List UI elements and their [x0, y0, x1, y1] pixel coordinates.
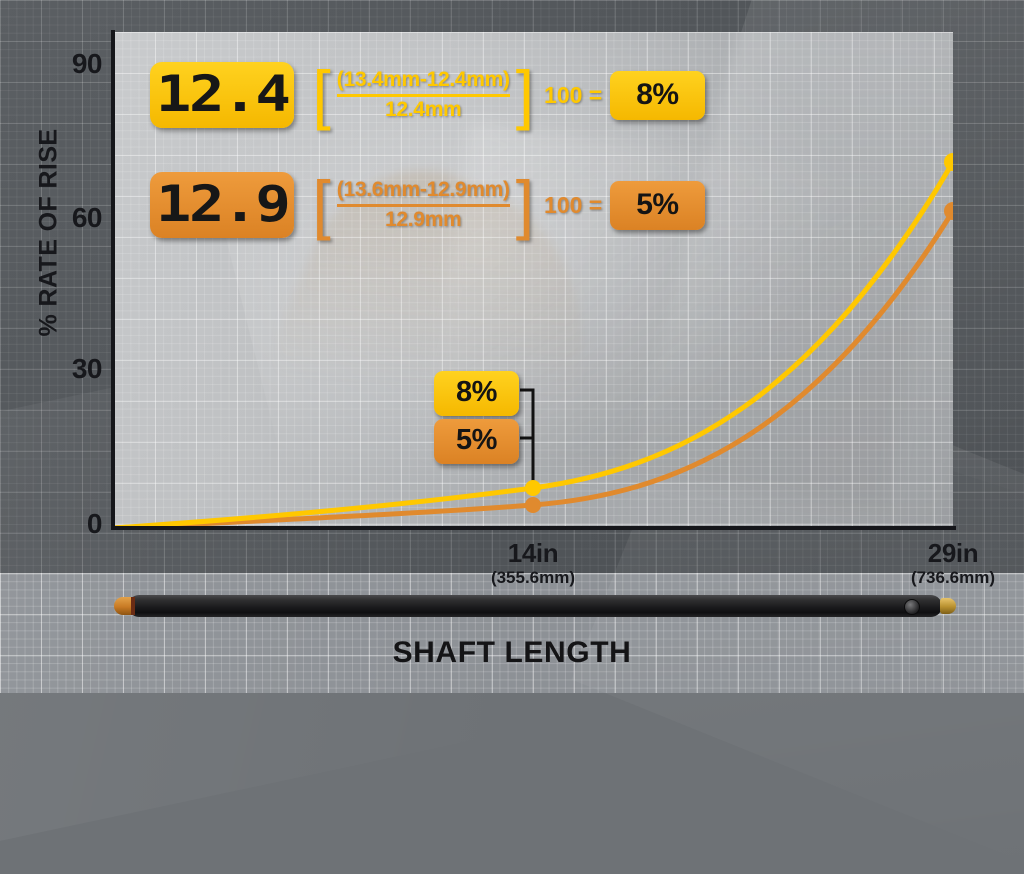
- callout-leader-lines: [520, 388, 535, 488]
- fraction-bar-12-4: [336, 94, 510, 97]
- y-tick-60: 60: [71, 202, 103, 233]
- curve-12-4: [114, 159, 953, 528]
- marker-12-9-14in: [525, 497, 541, 513]
- marker-12-9-29in: [944, 202, 953, 220]
- value-badge-12-9-digits: 12.9: [155, 175, 291, 233]
- result-badge-12-4: 8%: [610, 70, 705, 120]
- x-tick-14in: 14in (355.6mm): [433, 538, 633, 588]
- callout-8-percent: 8%: [434, 371, 519, 416]
- formula-row-12-9: 12.9 [ (13.6mm-12.9mm) 12.9mm ] 100 = 5%: [150, 167, 705, 242]
- chart-curves: [114, 153, 953, 528]
- bracket-close-12-4: ]: [515, 57, 535, 132]
- fraction-denominator-12-9: 12.9mm: [385, 208, 462, 231]
- x-axis-line: [111, 526, 956, 530]
- value-badge-12-4-digits: 12.4: [155, 65, 291, 123]
- y-tick-30: 30: [71, 353, 103, 384]
- shaft-body: [128, 595, 942, 617]
- y-tick-0: 0: [86, 508, 103, 539]
- shaft-logo-badge: [904, 599, 920, 615]
- fraction-numerator-12-9: (13.6mm-12.9mm): [336, 178, 510, 201]
- fraction-12-4: (13.4mm-12.4mm) 12.4mm: [336, 68, 510, 122]
- y-axis-line: [111, 30, 115, 530]
- bracket-open-12-4: [: [312, 57, 331, 132]
- callout-5-percent: 5%: [434, 419, 519, 464]
- background-light-band: [0, 573, 1024, 693]
- marker-12-4-14in: [525, 480, 541, 496]
- fraction-denominator-12-4: 12.4mm: [385, 98, 462, 121]
- shaft-ferrule-tip: [114, 597, 134, 615]
- marker-12-4-29in: [944, 153, 953, 171]
- curve-12-9: [114, 208, 953, 528]
- shaft-end-cap: [940, 598, 956, 614]
- x-tick-14in-metric: (355.6mm): [490, 568, 576, 587]
- fraction-bar-12-9: [336, 204, 510, 207]
- x-tick-14in-label: 14in: [507, 538, 559, 568]
- multiplier-12-9: 100 =: [544, 191, 603, 218]
- value-badge-12-9: 12.9: [150, 172, 295, 238]
- x-tick-29in-label: 29in: [927, 538, 979, 568]
- fraction-12-9: (13.6mm-12.9mm) 12.9mm: [336, 178, 510, 232]
- bracket-close-12-9: ]: [515, 167, 535, 242]
- result-badge-12-9: 5%: [610, 180, 705, 230]
- value-badge-12-4: 12.4: [150, 62, 295, 128]
- x-tick-29in: 29in (736.6mm): [853, 538, 1024, 588]
- y-tick-90: 90: [71, 48, 103, 79]
- multiplier-12-4: 100 =: [544, 81, 603, 108]
- shaft-illustration: [114, 595, 956, 617]
- chart-footer-title: SHAFT LENGTH: [392, 636, 632, 669]
- x-tick-29in-metric: (736.6mm): [910, 568, 996, 587]
- y-axis-title: % RATE OF RISE: [34, 128, 63, 337]
- formula-row-12-4: 12.4 [ (13.4mm-12.4mm) 12.4mm ] 100 = 8%: [150, 57, 705, 132]
- shaft-tip-band: [131, 597, 135, 615]
- bracket-open-12-9: [: [312, 167, 331, 242]
- fraction-numerator-12-4: (13.4mm-12.4mm): [336, 68, 510, 91]
